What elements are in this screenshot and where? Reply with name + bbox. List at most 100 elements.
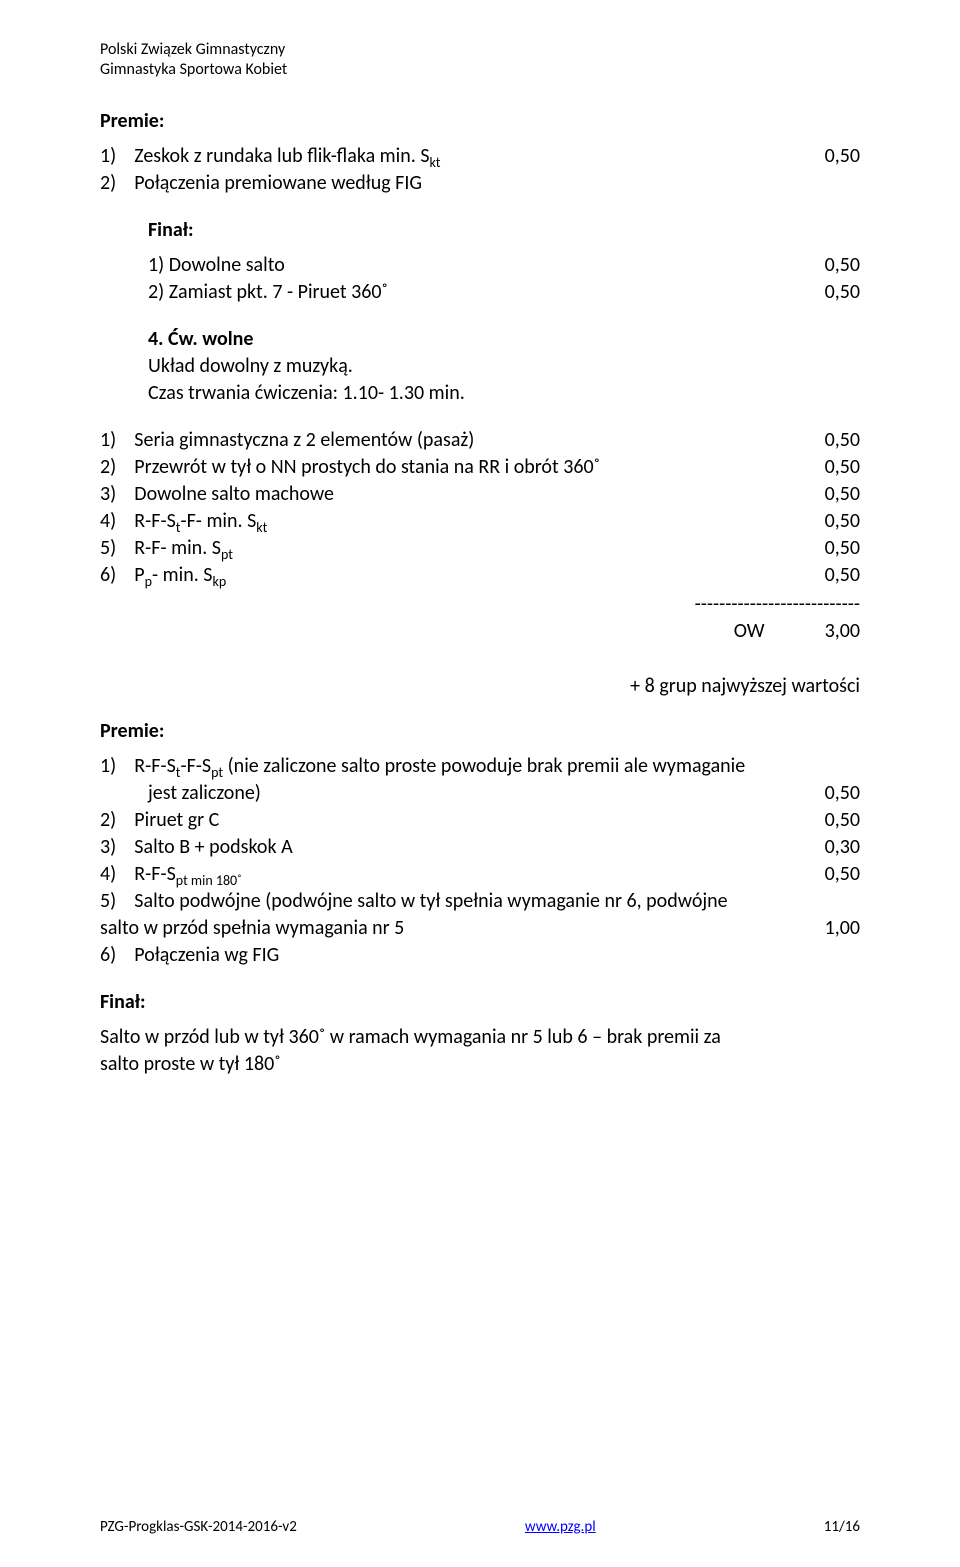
item-pre: R-F-S xyxy=(134,509,175,533)
item-val: 0,50 xyxy=(800,807,860,834)
item-text: Połączenia premiowane według FIG xyxy=(134,171,422,195)
item-pre: P xyxy=(134,563,144,587)
list-item: 4) R-F-Spt min 180˚ 0,50 xyxy=(100,861,860,888)
item-val: 0,50 xyxy=(800,454,860,481)
item-val: 0,50 xyxy=(800,861,860,888)
cw-title: Ćw. wolne xyxy=(168,327,253,351)
item-num: 1) xyxy=(148,253,164,277)
final-label-2: Finał: xyxy=(100,989,860,1016)
cw-line2: Czas trwania ćwiczenia: 1.10- 1.30 min. xyxy=(148,380,860,407)
item-num: 2) xyxy=(100,808,116,832)
item-text: Piruet gr C xyxy=(134,808,219,832)
item-mid: -F- min. S xyxy=(180,509,256,533)
item-mid: - min. S xyxy=(152,563,212,587)
list-item: 3) Salto B + podskok A 0,30 xyxy=(100,834,860,861)
item-num: 1) xyxy=(100,144,116,168)
item-val: 0,50 xyxy=(800,143,860,170)
item-text: Zeskok z rundaka lub flik-flaka min. S xyxy=(134,144,429,168)
item-sub1: pt min 180˚ xyxy=(176,872,242,889)
item-num: 2) xyxy=(100,171,116,195)
plus-note: + 8 grup najwyższej wartości xyxy=(100,673,860,700)
item-text: Salto podwójne (podwójne salto w tył spe… xyxy=(134,889,727,913)
item-val: 0,50 xyxy=(800,481,860,508)
item-text: Salto B + podskok A xyxy=(134,835,292,859)
item-text: Zamiast pkt. 7 - Piruet 360˚ xyxy=(169,280,388,304)
item-tail: (nie zaliczone salto proste powoduje bra… xyxy=(223,754,745,778)
final2-line1: Salto w przód lub w tył 360˚ w ramach wy… xyxy=(100,1024,860,1051)
item-val: 0,50 xyxy=(800,535,860,562)
item-cont: jest zaliczone) xyxy=(100,780,800,807)
footer: PZG-Progklas-GSK-2014-2016-v2 www.pzg.pl… xyxy=(100,1517,860,1537)
item-text: Seria gimnastyczna z 2 elementów (pasaż) xyxy=(134,428,474,452)
item-num: 3) xyxy=(100,835,116,859)
item-sub2: pt xyxy=(211,764,223,781)
cw-line1: Układ dowolny z muzyką. xyxy=(148,353,860,380)
premie-label-2: Premie: xyxy=(100,718,860,745)
item-num: 3) xyxy=(100,482,116,506)
item-sub1: p xyxy=(145,573,152,590)
item-sub2: kp xyxy=(212,573,226,590)
header-line1: Polski Związek Gimnastyczny xyxy=(100,40,860,60)
final2-line2: salto proste w tył 180˚ xyxy=(100,1051,860,1078)
footer-link[interactable]: www.pzg.pl xyxy=(525,1517,596,1537)
ow-val: 3,00 xyxy=(825,618,860,645)
list-item: 1) Seria gimnastyczna z 2 elementów (pas… xyxy=(100,427,860,454)
doc-header: Polski Związek Gimnastyczny Gimnastyka S… xyxy=(100,40,860,80)
item-mid: -F-S xyxy=(180,754,211,778)
item-val: 0,50 xyxy=(800,427,860,454)
list-item: 1) Zeskok z rundaka lub flik-flaka min. … xyxy=(100,143,860,170)
item-val: 0,50 xyxy=(800,279,860,306)
list-item-cont: salto w przód spełnia wymagania nr 5 1,0… xyxy=(100,915,860,942)
item-num: 1) xyxy=(100,428,116,452)
item-val: 0,30 xyxy=(800,834,860,861)
list-item: 5) R-F- min. Spt 0,50 xyxy=(100,535,860,562)
item-num: 6) xyxy=(100,563,116,587)
item-num: 5) xyxy=(100,536,116,560)
item-val: 0,50 xyxy=(800,562,860,589)
footer-right: 11/16 xyxy=(824,1517,860,1537)
final1-list: 1) Dowolne salto 0,50 2) Zamiast pkt. 7 … xyxy=(148,252,860,306)
item-pre: R-F-S xyxy=(134,754,175,778)
item-num: 1) xyxy=(100,754,116,778)
item-text: Połączenia wg FIG xyxy=(134,943,279,967)
item-text: Dowolne salto machowe xyxy=(134,482,334,506)
cont-val: 1,00 xyxy=(800,915,860,942)
list-item: 6) Połączenia wg FIG xyxy=(100,942,860,969)
list-item: 5) Salto podwójne (podwójne salto w tył … xyxy=(100,888,860,915)
list-item: 4) R-F-St-F- min. Skt 0,50 xyxy=(100,508,860,535)
cont-text: salto w przód spełnia wymagania nr 5 xyxy=(100,915,800,942)
list-item: 1) R-F-St-F-Spt (nie zaliczone salto pro… xyxy=(100,753,860,807)
main-list: 1) Seria gimnastyczna z 2 elementów (pas… xyxy=(100,427,860,645)
list-item: 2) Połączenia premiowane według FIG xyxy=(100,170,860,197)
premie1-list: 1) Zeskok z rundaka lub flik-flaka min. … xyxy=(100,143,860,197)
item-sub: kt xyxy=(430,154,441,171)
item-num: 4) xyxy=(100,862,116,886)
ow-row: OW 3,00 xyxy=(100,618,860,645)
list-item: 3) Dowolne salto machowe 0,50 xyxy=(100,481,860,508)
cw-block: 4. Ćw. wolne Układ dowolny z muzyką. Cza… xyxy=(148,326,860,407)
list-item: 6) Pp- min. Skp 0,50 xyxy=(100,562,860,589)
item-val: 0,50 xyxy=(800,780,860,807)
ow-label: OW xyxy=(734,618,765,645)
item-num: 2) xyxy=(100,455,116,479)
item-pre: R-F- min. S xyxy=(134,536,221,560)
item-pre: R-F-S xyxy=(134,862,175,886)
item-num: 5) xyxy=(100,889,116,913)
item-num: 4) xyxy=(100,509,116,533)
header-line2: Gimnastyka Sportowa Kobiet xyxy=(100,60,860,80)
item-sub1: pt xyxy=(221,546,233,563)
dash-line: --------------------------- xyxy=(100,591,860,618)
item-val: 0,50 xyxy=(800,508,860,535)
item-num: 2) xyxy=(148,280,164,304)
list-item: 2) Przewrót w tył o NN prostych do stani… xyxy=(100,454,860,481)
list-item: 2) Zamiast pkt. 7 - Piruet 360˚ 0,50 xyxy=(148,279,860,306)
item-text: Przewrót w tył o NN prostych do stania n… xyxy=(134,455,600,479)
premie2-list: 1) R-F-St-F-Spt (nie zaliczone salto pro… xyxy=(100,753,860,969)
final-label-1: Finał: xyxy=(148,217,860,244)
footer-left: PZG-Progklas-GSK-2014-2016-v2 xyxy=(100,1517,297,1537)
list-item: 1) Dowolne salto 0,50 xyxy=(148,252,860,279)
list-item: 2) Piruet gr C 0,50 xyxy=(100,807,860,834)
item-num: 6) xyxy=(100,943,116,967)
item-val: 0,50 xyxy=(800,252,860,279)
premie-label-1: Premie: xyxy=(100,108,860,135)
